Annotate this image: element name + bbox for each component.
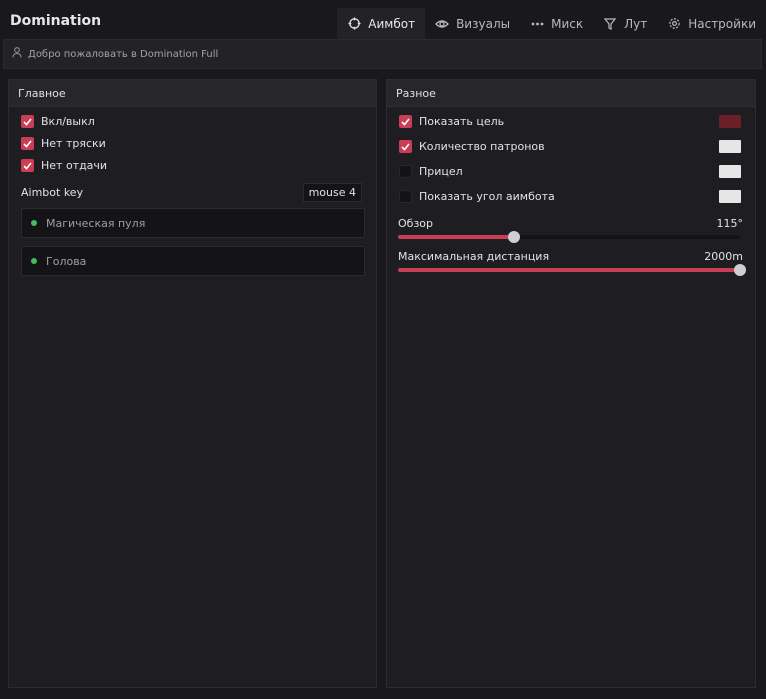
- color-picker-fov[interactable]: [719, 190, 741, 203]
- distance-slider[interactable]: [398, 264, 746, 276]
- checkbox-crosshair[interactable]: Прицел: [399, 165, 463, 178]
- color-picker-crosshair[interactable]: [719, 165, 741, 178]
- checkbox-box[interactable]: [21, 115, 34, 128]
- slider-thumb[interactable]: [734, 264, 746, 276]
- checkbox-label: Показать цель: [419, 115, 505, 128]
- checkbox-ammo-count[interactable]: Количество патронов: [399, 140, 545, 153]
- slider-value: 115°: [716, 217, 744, 230]
- fov-slider[interactable]: [398, 231, 740, 243]
- dots-icon: [530, 17, 544, 31]
- main-panel: Главное Вкл/выкл Нет тряски Нет отдачи A…: [8, 79, 377, 688]
- checkbox-no-recoil[interactable]: Нет отдачи: [21, 159, 107, 172]
- checkbox-show-target[interactable]: Показать цель: [399, 115, 504, 128]
- tab-settings[interactable]: Настройки: [657, 8, 766, 39]
- checkbox-show-fov[interactable]: Показать угол аимбота: [399, 190, 555, 203]
- filter-icon: [603, 17, 617, 31]
- checkbox-label: Нет тряски: [41, 137, 106, 150]
- dropdown-value: Голова: [46, 254, 87, 268]
- target-mode-dropdown[interactable]: Магическая пуля: [21, 208, 365, 238]
- checkbox-box[interactable]: [399, 140, 412, 153]
- checkbox-label: Прицел: [419, 165, 463, 178]
- tab-label: Настройки: [688, 16, 756, 31]
- slider-thumb[interactable]: [508, 231, 521, 243]
- hitbox-dropdown[interactable]: Голова: [21, 246, 365, 276]
- slider-label: Максимальная дистанция: [398, 250, 550, 263]
- misc-panel: Разное Показать цель Количество патронов…: [386, 79, 756, 688]
- tab-loot[interactable]: Лут: [593, 8, 657, 39]
- welcome-bar: Добро пожаловать в Domination Full: [3, 39, 762, 69]
- panel-title: Разное: [387, 80, 755, 107]
- color-picker-ammo[interactable]: [719, 140, 741, 153]
- aimbot-key-label: Aimbot key: [21, 186, 84, 199]
- checkbox-box[interactable]: [21, 137, 34, 150]
- checkbox-enable[interactable]: Вкл/выкл: [21, 115, 95, 128]
- slider-fill: [398, 235, 515, 239]
- tab-label: Визуалы: [456, 16, 511, 31]
- welcome-text: Добро пожаловать в Domination Full: [28, 48, 219, 60]
- fov-slider-label-row: Обзор 115°: [398, 217, 743, 230]
- eye-icon: [435, 17, 449, 31]
- crosshair-icon: [347, 17, 361, 31]
- checkbox-box[interactable]: [399, 165, 412, 178]
- checkbox-label: Вкл/выкл: [41, 115, 95, 128]
- slider-fill: [398, 268, 740, 272]
- distance-slider-label-row: Максимальная дистанция 2000m: [398, 250, 743, 263]
- user-icon: [12, 47, 22, 61]
- dropdown-value: Магическая пуля: [46, 216, 146, 230]
- gear-icon: [667, 17, 681, 31]
- slider-label: Обзор: [398, 217, 434, 230]
- aimbot-key-button[interactable]: mouse 4: [302, 183, 362, 202]
- tab-misc[interactable]: Миск: [520, 8, 593, 39]
- status-dot: [31, 220, 37, 226]
- checkbox-box[interactable]: [21, 159, 34, 172]
- tab-bar: Аимбот Визуалы Миск Лут Наст: [337, 8, 766, 39]
- checkbox-no-shake[interactable]: Нет тряски: [21, 137, 106, 150]
- aimbot-key-row: Aimbot key mouse 4: [21, 183, 362, 202]
- slider-value: 2000m: [704, 250, 743, 263]
- status-dot: [31, 258, 37, 264]
- checkbox-label: Нет отдачи: [41, 159, 108, 172]
- tab-label: Миск: [551, 16, 584, 31]
- tab-aimbot[interactable]: Аимбот: [337, 8, 426, 39]
- color-picker-target[interactable]: [719, 115, 741, 128]
- tab-visuals[interactable]: Визуалы: [425, 8, 520, 39]
- tab-label: Лут: [624, 16, 648, 31]
- app-title: Domination: [10, 13, 102, 29]
- checkbox-label: Показать угол аимбота: [419, 190, 555, 203]
- panel-title: Главное: [9, 80, 376, 107]
- tab-label: Аимбот: [368, 16, 416, 31]
- checkbox-box[interactable]: [399, 190, 412, 203]
- checkbox-box[interactable]: [399, 115, 412, 128]
- checkbox-label: Количество патронов: [419, 140, 545, 153]
